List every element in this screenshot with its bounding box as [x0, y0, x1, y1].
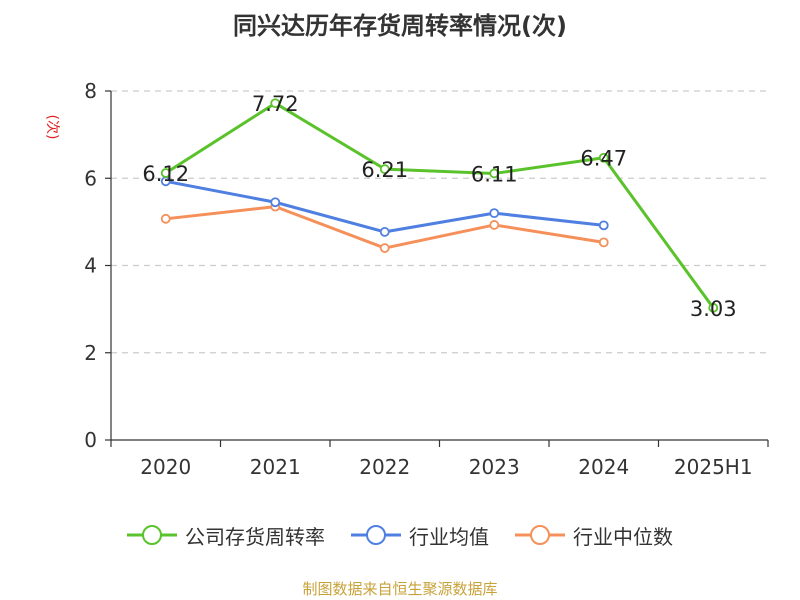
- legend-label-company: 公司存货周转率: [185, 524, 325, 549]
- data-point: [489, 168, 500, 179]
- legend-item-company[interactable]: 公司存货周转率: [127, 520, 325, 550]
- legend-label-industry-mean: 行业均值: [409, 524, 489, 549]
- data-point: [160, 213, 171, 224]
- legend-line-marker-icon: [127, 525, 177, 545]
- series-line: [164, 101, 715, 309]
- legend-item-industry-mean[interactable]: 行业均值: [351, 520, 489, 550]
- x-tick-label: 2023: [469, 455, 520, 479]
- y-tick-label: 2: [84, 341, 97, 365]
- y-axis-label: (次): [44, 115, 60, 140]
- data-point: [160, 168, 171, 178]
- data-point: [270, 197, 281, 208]
- data-label: 3.03: [690, 297, 737, 321]
- data-label: 6.21: [361, 158, 408, 182]
- legend-line-marker-icon: [515, 525, 565, 545]
- data-label: 6.12: [142, 162, 189, 186]
- legend-line-marker-icon: [351, 525, 401, 545]
- x-tick-label: 2022: [359, 455, 410, 479]
- data-point: [489, 208, 500, 219]
- x-tick-label: 2024: [578, 455, 629, 479]
- data-label: 6.47: [580, 147, 627, 171]
- y-tick-label: 8: [84, 79, 97, 103]
- y-tick-label: 6: [84, 166, 97, 190]
- chart-title: 同兴达历年存货周转率情况(次): [233, 12, 567, 40]
- data-label: 7.72: [252, 92, 299, 116]
- data-label: 6.11: [471, 162, 518, 186]
- legend: 公司存货周转率 行业均值 行业中位数: [0, 520, 800, 550]
- legend-item-industry-median[interactable]: 行业中位数: [515, 520, 673, 550]
- legend-label-industry-median: 行业中位数: [573, 524, 673, 549]
- data-point: [379, 243, 390, 253]
- y-tick-label: 4: [84, 254, 97, 278]
- x-tick-label: 2020: [140, 455, 191, 479]
- data-point: [598, 237, 609, 248]
- data-labels: 6.12 7.72 6.21 6.11 6.47 3.03: [142, 92, 736, 321]
- data-point: [379, 164, 390, 174]
- series-line: [165, 179, 604, 234]
- x-tick-label: 2021: [250, 455, 301, 479]
- data-point: [489, 220, 500, 230]
- data-point: [270, 98, 281, 109]
- axes: 0 2 4 6 8 2020 2021 2022 2023 2024 2025H1: [84, 79, 769, 479]
- data-point: [379, 227, 390, 237]
- data-point: [598, 220, 609, 231]
- y-tick-label: 0: [84, 428, 97, 452]
- series-layer: [160, 98, 719, 313]
- source-note: 制图数据来自恒生聚源数据库: [302, 580, 498, 598]
- data-point: [598, 152, 609, 163]
- x-tick-label: 2025H1: [674, 455, 753, 479]
- data-point: [708, 302, 719, 313]
